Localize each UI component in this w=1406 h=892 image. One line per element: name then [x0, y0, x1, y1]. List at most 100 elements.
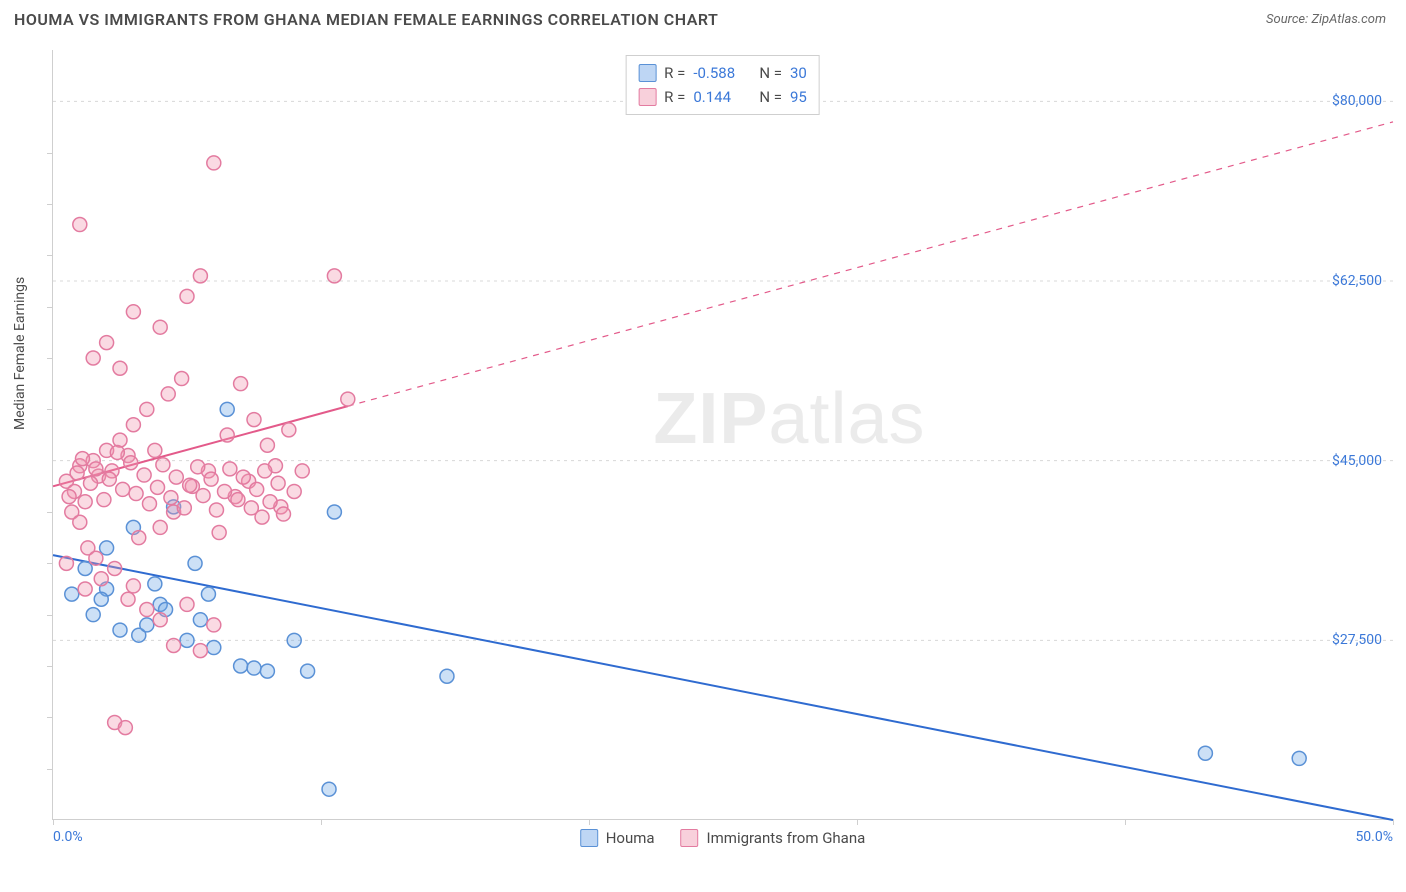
data-point	[84, 476, 98, 490]
data-point	[59, 556, 73, 570]
data-point	[73, 515, 87, 529]
data-point	[180, 289, 194, 303]
data-point	[209, 503, 223, 517]
x-tick	[53, 819, 54, 825]
r-label: R =	[664, 61, 685, 85]
data-point	[89, 462, 103, 476]
data-point	[70, 466, 84, 480]
data-point	[113, 361, 127, 375]
legend-series-label: Immigrants from Ghana	[707, 829, 866, 847]
data-point	[247, 661, 261, 675]
data-point	[118, 721, 132, 735]
n-value: 95	[790, 85, 807, 109]
data-point	[287, 484, 301, 498]
data-point	[102, 472, 116, 486]
data-point	[129, 487, 143, 501]
data-point	[126, 418, 140, 432]
data-point	[78, 582, 92, 596]
data-point	[1292, 751, 1306, 765]
data-point	[201, 587, 215, 601]
data-point	[169, 470, 183, 484]
y-minor-tick	[47, 409, 53, 410]
data-point	[193, 644, 207, 658]
data-point	[301, 664, 315, 678]
data-point	[247, 413, 261, 427]
data-point	[263, 495, 277, 509]
data-point	[116, 482, 130, 496]
y-minor-tick	[47, 717, 53, 718]
data-point	[78, 561, 92, 575]
data-point	[108, 561, 122, 575]
y-minor-tick	[47, 769, 53, 770]
data-point	[177, 501, 191, 515]
data-point	[113, 623, 127, 637]
data-point	[207, 618, 221, 632]
data-point	[193, 269, 207, 283]
legend-series-label: Houma	[606, 829, 655, 847]
r-value: -0.588	[693, 61, 751, 85]
r-label: R =	[664, 85, 685, 109]
data-point	[234, 659, 248, 673]
data-point	[140, 402, 154, 416]
data-point	[94, 592, 108, 606]
y-tick-label: $45,000	[1332, 453, 1382, 469]
correlation-legend: R =-0.588N =30R = 0.144N =95	[625, 55, 820, 115]
legend-correlation-row: R = 0.144 N = 95	[638, 85, 807, 109]
data-point	[94, 572, 108, 586]
y-axis-label: Median Female Earnings	[12, 277, 28, 430]
data-point	[75, 452, 89, 466]
data-point	[191, 460, 205, 474]
data-point	[167, 638, 181, 652]
data-point	[212, 526, 226, 540]
data-point	[440, 669, 454, 683]
chart-source: Source: ZipAtlas.com	[1266, 12, 1386, 27]
data-point	[137, 468, 151, 482]
data-point	[193, 613, 207, 627]
y-minor-tick	[47, 255, 53, 256]
data-point	[231, 493, 245, 507]
chart-header: HOUMA VS IMMIGRANTS FROM GHANA MEDIAN FE…	[0, 0, 1406, 41]
data-point	[196, 489, 210, 503]
data-point	[188, 556, 202, 570]
series-legend: Houma Immigrants from Ghana	[580, 829, 866, 847]
y-minor-tick	[47, 204, 53, 205]
data-point	[287, 633, 301, 647]
data-point	[250, 482, 264, 496]
data-point	[78, 495, 92, 509]
data-point	[327, 505, 341, 519]
data-point	[153, 320, 167, 334]
data-point	[148, 443, 162, 457]
data-point	[260, 664, 274, 678]
scatter-svg	[53, 50, 1392, 819]
data-point	[1198, 746, 1212, 760]
source-name: ZipAtlas.com	[1311, 12, 1386, 27]
data-point	[156, 458, 170, 472]
data-point	[65, 587, 79, 601]
n-label: N =	[759, 85, 782, 109]
legend-swatch	[681, 829, 699, 847]
data-point	[164, 491, 178, 505]
y-tick-label: $62,500	[1332, 273, 1382, 289]
y-minor-tick	[47, 512, 53, 513]
data-point	[218, 484, 232, 498]
y-tick-label: $80,000	[1332, 93, 1382, 109]
data-point	[153, 613, 167, 627]
r-value: 0.144	[693, 85, 751, 109]
x-tick-label: 0.0%	[53, 829, 83, 845]
data-point	[132, 531, 146, 545]
data-point	[258, 464, 272, 478]
data-point	[236, 470, 250, 484]
data-point	[86, 608, 100, 622]
data-point	[110, 445, 124, 459]
data-point	[121, 592, 135, 606]
y-minor-tick	[47, 615, 53, 616]
data-point	[327, 269, 341, 283]
chart-plot-area: ZIPatlas R =-0.588N =30R = 0.144N =95 Ho…	[52, 50, 1392, 820]
chart-title: HOUMA VS IMMIGRANTS FROM GHANA MEDIAN FE…	[14, 10, 718, 29]
data-point	[180, 597, 194, 611]
data-point	[295, 464, 309, 478]
legend-swatch	[580, 829, 598, 847]
legend-series-item: Immigrants from Ghana	[681, 829, 866, 847]
data-point	[140, 603, 154, 617]
data-point	[207, 641, 221, 655]
